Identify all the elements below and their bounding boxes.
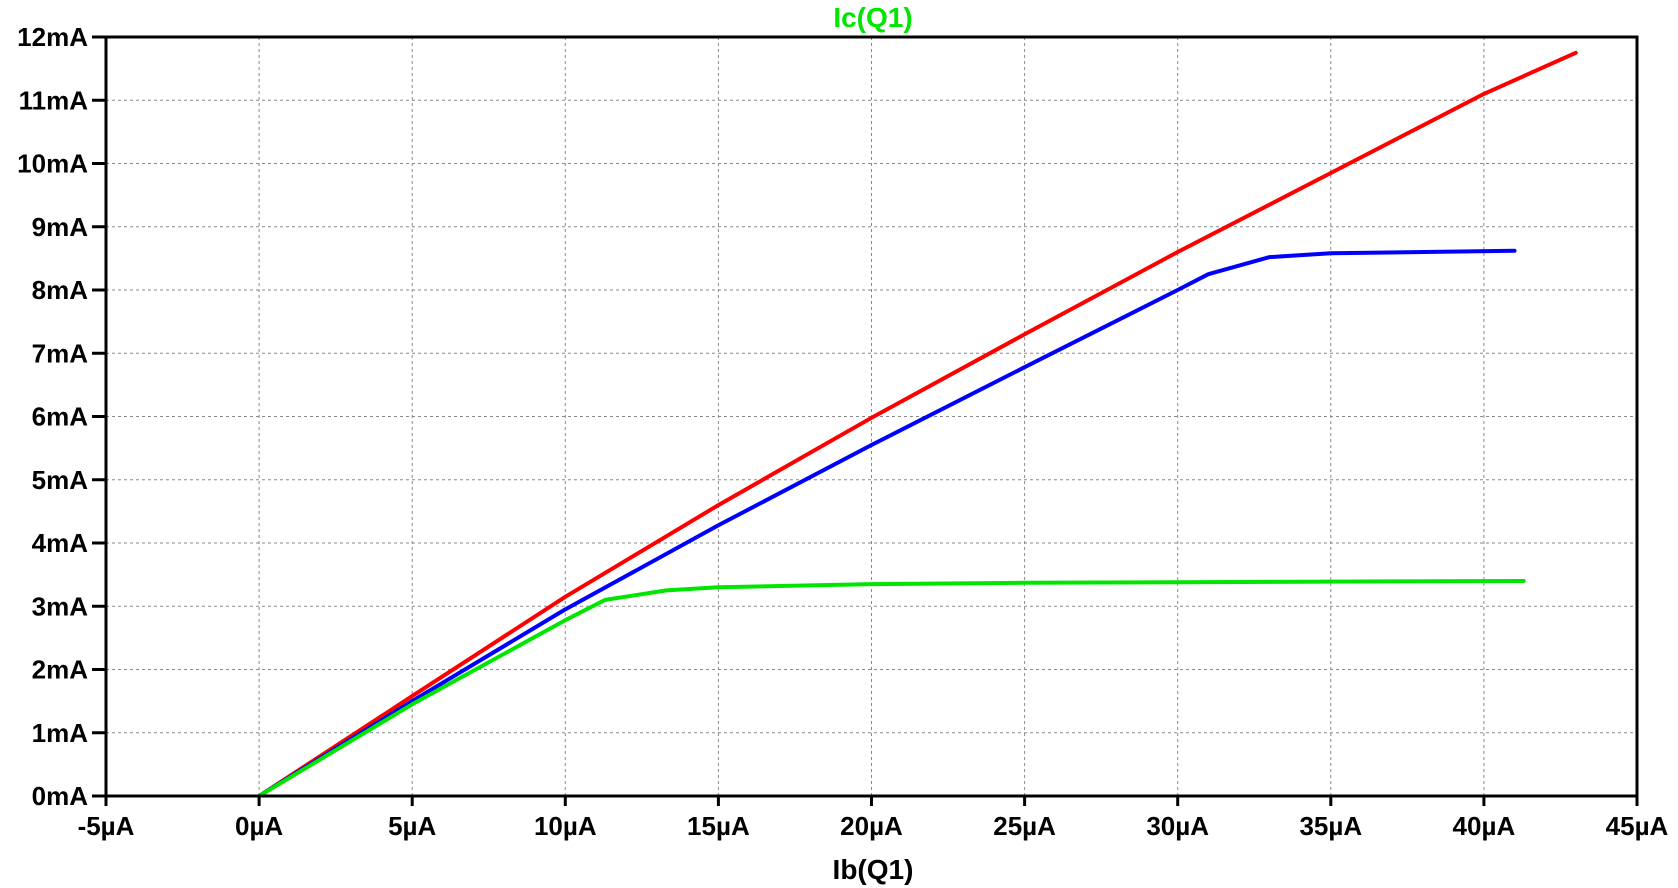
y-tick-label: 4mA bbox=[32, 528, 89, 558]
x-tick-label: 35µA bbox=[1299, 811, 1362, 841]
y-tick-label: 6mA bbox=[32, 402, 89, 432]
series-line-2 bbox=[257, 248, 1517, 798]
x-tick-label: 20µA bbox=[840, 811, 903, 841]
axis-ticks bbox=[92, 35, 1639, 806]
x-tick-label: 0µA bbox=[235, 811, 283, 841]
x-tick-label: -5µA bbox=[78, 811, 135, 841]
y-tick-label: 0mA bbox=[32, 781, 89, 811]
series-line-3 bbox=[257, 579, 1526, 798]
x-tick-label: 40µA bbox=[1453, 811, 1516, 841]
y-tick-label: 9mA bbox=[32, 212, 89, 242]
x-tick-label: 5µA bbox=[388, 811, 436, 841]
y-tick-label: 12mA bbox=[17, 22, 88, 52]
x-tick-labels: -5µA 0µA 5µA 10µA 15µA 20µA 25µA 30µA 35µA 40µA 45… bbox=[78, 811, 1669, 841]
x-axis-title: Ib(Q1) bbox=[833, 854, 914, 885]
y-tick-label: 11mA bbox=[19, 85, 89, 115]
x-tick-label: 25µA bbox=[993, 811, 1056, 841]
x-tick-label: 15µA bbox=[687, 811, 750, 841]
y-tick-label: 5mA bbox=[32, 465, 89, 495]
y-tick-labels: 0mA 1mA 2mA 3mA 4mA 5mA 6mA 7mA 8mA 9mA 10mA 11mA 12… bbox=[17, 22, 88, 811]
x-tick-label: 10µA bbox=[534, 811, 597, 841]
chart-title: Ic(Q1) bbox=[833, 2, 912, 33]
x-tick-label: 45µA bbox=[1606, 811, 1669, 841]
y-tick-label: 2mA bbox=[32, 655, 89, 685]
y-tick-label: 1mA bbox=[32, 718, 89, 748]
series-lines bbox=[257, 50, 1578, 798]
y-tick-label: 10mA bbox=[17, 149, 88, 179]
series-line-1 bbox=[257, 50, 1578, 798]
y-tick-label: 8mA bbox=[32, 275, 89, 305]
y-tick-label: 3mA bbox=[32, 591, 89, 621]
x-tick-label: 30µA bbox=[1146, 811, 1209, 841]
y-tick-label: 7mA bbox=[32, 338, 89, 368]
